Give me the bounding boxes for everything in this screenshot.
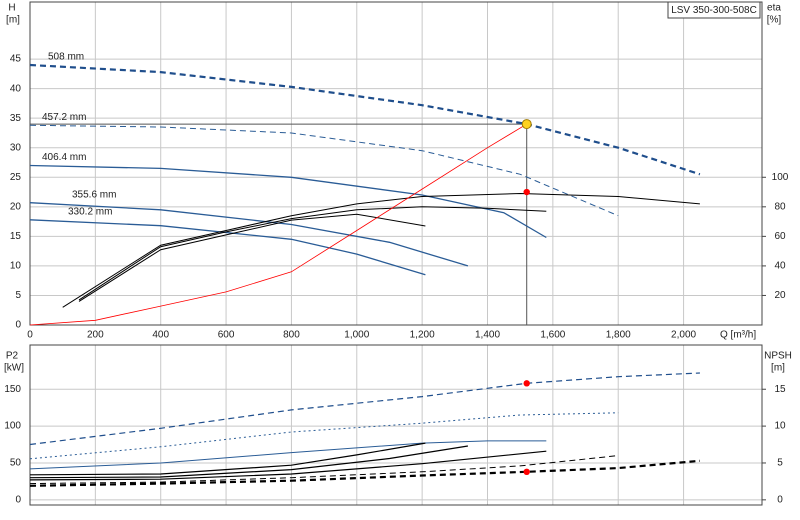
y2-tick-label: 40 xyxy=(774,261,786,272)
plot-frame xyxy=(29,344,763,506)
x-tick-label: 0 xyxy=(27,330,33,341)
operating-point xyxy=(523,380,530,387)
x-tick-label: 2,000 xyxy=(671,330,696,341)
x-tick-label: 1,400 xyxy=(475,330,500,341)
y2-tick-label: 5 xyxy=(777,458,783,469)
curve xyxy=(29,164,547,239)
y2-axis-unit: [m] xyxy=(771,363,785,374)
curve xyxy=(29,445,468,479)
curve-label: 406.4 mm xyxy=(42,152,86,163)
y2-tick-label: 10 xyxy=(774,421,786,432)
curve-label: 457.2 mm xyxy=(42,112,86,123)
y-tick-label: 150 xyxy=(4,384,21,395)
x-tick-label: 1,000 xyxy=(344,330,369,341)
y-tick-label: 50 xyxy=(10,458,22,469)
y-tick-label: 10 xyxy=(10,261,22,272)
y2-tick-label: 80 xyxy=(774,201,786,212)
y-tick-label: 45 xyxy=(10,54,22,65)
y2-tick-label: 60 xyxy=(774,231,786,242)
y-tick-label: 15 xyxy=(10,231,22,242)
y-tick-label: 5 xyxy=(15,290,21,301)
plot-frame xyxy=(29,1,763,326)
curve xyxy=(29,440,547,470)
y-tick-label: 25 xyxy=(10,172,22,183)
y-tick-label: 100 xyxy=(4,421,21,432)
curve xyxy=(29,219,426,276)
y-tick-label: 40 xyxy=(10,83,22,94)
curve-label: 508 mm xyxy=(48,52,84,63)
y-axis-unit: [m] xyxy=(6,15,20,26)
y-axis-unit: [kW] xyxy=(4,363,24,374)
x-axis-label: Q [m³/h] xyxy=(720,330,756,341)
curve xyxy=(29,450,547,481)
curve xyxy=(78,213,426,302)
x-tick-label: 400 xyxy=(152,330,169,341)
curve xyxy=(29,372,700,446)
x-tick-label: 1,800 xyxy=(606,330,631,341)
operating-point xyxy=(523,468,530,476)
operating-point xyxy=(521,119,532,130)
title-box xyxy=(667,1,761,19)
y2-tick-label: 15 xyxy=(774,384,786,395)
y2-axis-label: NPSH xyxy=(764,351,792,362)
y-axis-label: P2 xyxy=(6,351,19,362)
y2-axis-unit: [%] xyxy=(767,15,782,26)
curve xyxy=(29,63,701,176)
curve xyxy=(29,124,619,217)
curve-label: 355.6 mm xyxy=(72,189,116,200)
operating-point xyxy=(523,188,530,196)
y-tick-label: 0 xyxy=(15,320,21,331)
y2-tick-label: 20 xyxy=(774,290,786,301)
y-axis-label: H xyxy=(8,3,15,14)
x-tick-label: 1,600 xyxy=(540,330,565,341)
y-tick-label: 30 xyxy=(10,142,22,153)
curve-label: 330.2 mm xyxy=(68,206,112,217)
y-tick-label: 35 xyxy=(10,113,22,124)
x-tick-label: 800 xyxy=(283,330,300,341)
y2-tick-label: 0 xyxy=(777,494,783,505)
curve xyxy=(29,459,700,487)
chart-title: LSV 350-300-508C xyxy=(671,5,757,16)
y2-tick-label: 100 xyxy=(772,172,789,183)
curve xyxy=(29,202,469,267)
x-tick-label: 600 xyxy=(218,330,235,341)
curve xyxy=(62,192,700,308)
x-tick-label: 1,200 xyxy=(410,330,435,341)
y2-axis-label: eta xyxy=(767,3,781,14)
curve xyxy=(78,206,547,301)
curve xyxy=(29,442,426,476)
curve xyxy=(29,123,527,326)
y-tick-label: 0 xyxy=(15,494,21,505)
x-tick-label: 200 xyxy=(87,330,104,341)
y-tick-label: 20 xyxy=(10,201,22,212)
